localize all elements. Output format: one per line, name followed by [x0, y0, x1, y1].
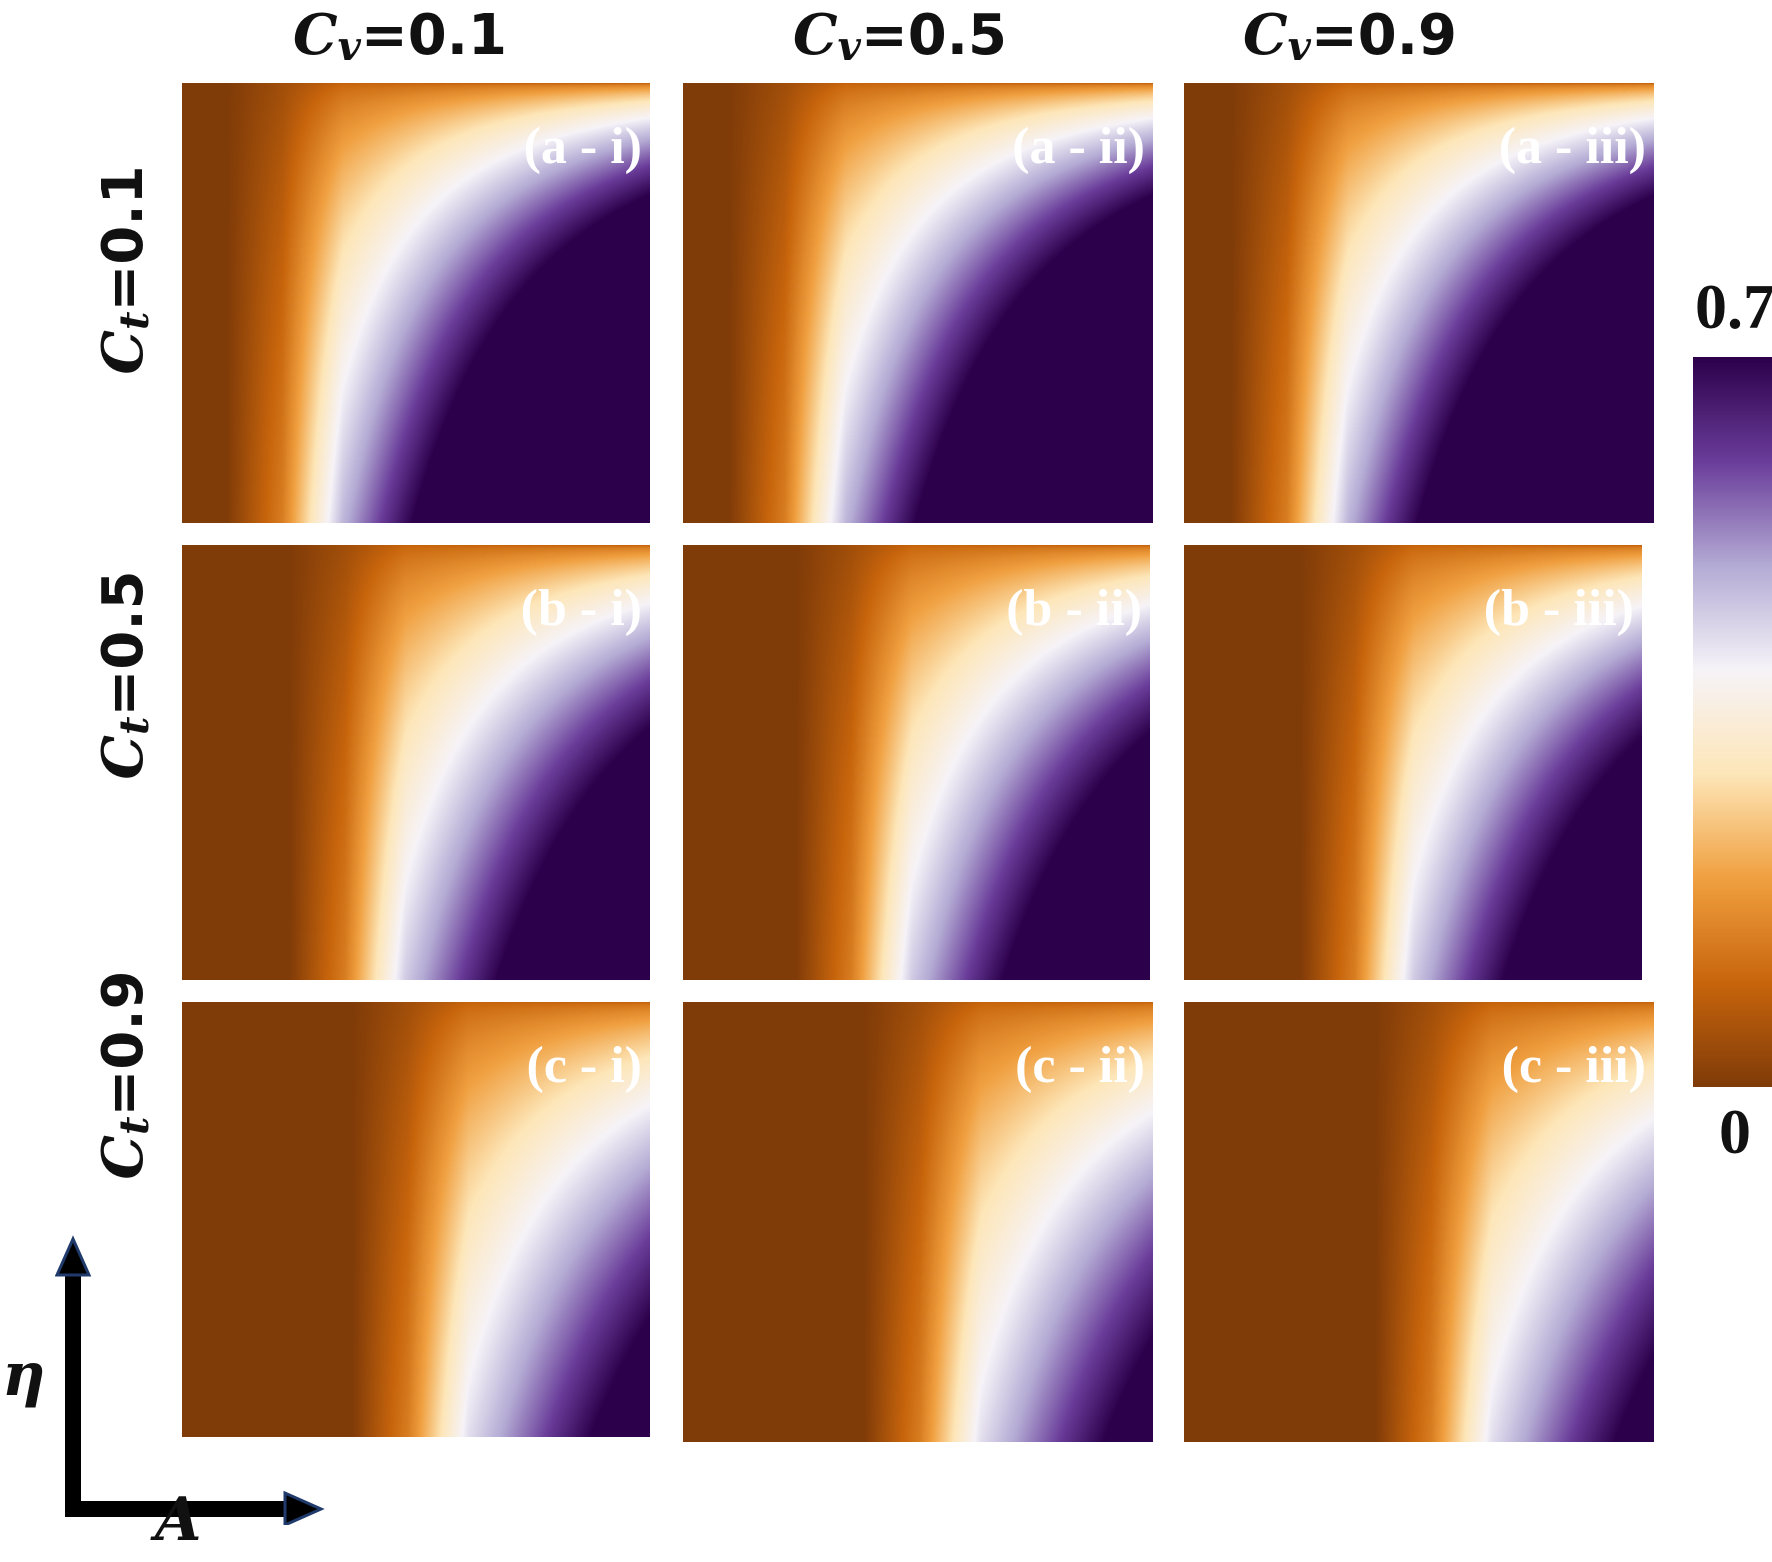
panel-label: (b - iii) — [1483, 580, 1634, 637]
heatmap-panel-c-iii: (c - iii) — [1184, 1002, 1654, 1442]
heatmap-canvas — [182, 1002, 650, 1437]
panel-label: (a - ii) — [1012, 118, 1145, 175]
colorbar — [1693, 357, 1772, 1087]
heatmap-panel-b-ii: (b - ii) — [683, 545, 1150, 980]
a-arrowhead — [283, 1490, 325, 1525]
heatmap-panel-c-ii: (c - ii) — [683, 1002, 1153, 1442]
panel-label: (b - i) — [520, 580, 642, 637]
y-axis-label: η — [2, 1340, 46, 1410]
row-header-ct-0.1: Ct=0.1 — [90, 165, 158, 375]
row-header-ct-0.5: Ct=0.5 — [90, 570, 158, 780]
panel-label: (c - ii) — [1015, 1037, 1145, 1094]
colorbar-max-label: 0.7 — [1695, 271, 1772, 342]
x-axis-label: A — [155, 1485, 202, 1555]
column-header-cv-0.5: Cv=0.5 — [793, 2, 1007, 70]
heatmap-canvas — [1184, 1002, 1654, 1442]
heatmap-canvas — [182, 83, 650, 523]
heatmap-canvas — [683, 83, 1153, 523]
panel-label: (c - iii) — [1501, 1037, 1646, 1094]
panel-label: (a - i) — [523, 118, 642, 175]
heatmap-canvas — [683, 545, 1150, 980]
heatmap-panel-b-i: (b - i) — [182, 545, 650, 980]
axis-arrows — [55, 1235, 325, 1525]
column-header-cv-0.1: Cv=0.1 — [293, 2, 507, 70]
row-header-ct-0.9: Ct=0.9 — [90, 970, 158, 1180]
heatmap-panel-c-i: (c - i) — [182, 1002, 650, 1437]
heatmap-panel-a-ii: (a - ii) — [683, 83, 1153, 523]
heatmap-panel-a-iii: (a - iii) — [1184, 83, 1654, 523]
eta-arrowhead — [55, 1235, 92, 1277]
heatmap-canvas — [683, 1002, 1153, 1442]
panel-label: (a - iii) — [1498, 118, 1646, 175]
colorbar-min-label: 0 — [1719, 1096, 1751, 1167]
panel-label: (b - ii) — [1006, 580, 1142, 637]
panel-label: (c - i) — [526, 1037, 642, 1094]
heatmap-canvas — [182, 545, 650, 980]
heatmap-canvas — [1184, 83, 1654, 523]
heatmap-canvas — [1184, 545, 1642, 980]
column-header-cv-0.9: Cv=0.9 — [1243, 2, 1457, 70]
heatmap-panel-a-i: (a - i) — [182, 83, 650, 523]
heatmap-panel-b-iii: (b - iii) — [1184, 545, 1642, 980]
